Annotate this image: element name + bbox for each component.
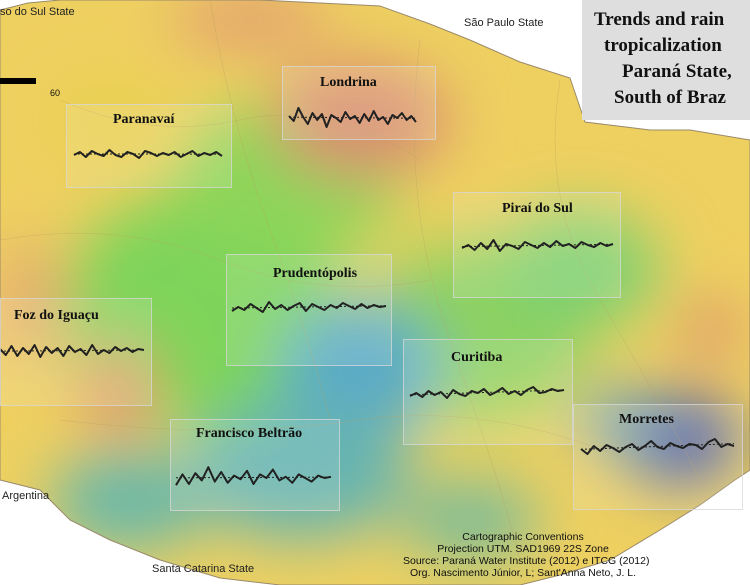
station-name-curitiba: Curitiba [451, 350, 503, 365]
footer-projection: Projection UTM. SAD1969 22S Zone [437, 543, 609, 555]
label-sao-paulo: São Paulo State [464, 17, 544, 29]
station-panel-foz-do-iguacu [0, 298, 152, 406]
station-panel-morretes [573, 404, 743, 510]
trend-chart-foz-do-iguacu [0, 344, 145, 358]
trend-chart-pirai-do-sul [461, 239, 614, 252]
station-name-francisco-beltrao: Francisco Beltrão [196, 426, 303, 441]
rainfall-series-line [0, 344, 145, 358]
label-mato-grosso-do-sul: so do Sul State [0, 6, 75, 18]
station-panel-pirai-do-sul [453, 192, 621, 298]
station-panel-paranavai [66, 104, 232, 188]
scale-bar [0, 78, 36, 84]
trend-chart-prudentopolis [231, 301, 387, 313]
rainfall-series-line [580, 438, 735, 455]
station-name-prudentopolis: Prudentópolis [273, 266, 358, 281]
label-argentina: Argentina [2, 490, 50, 502]
trend-chart-londrina [288, 107, 417, 128]
scale-label: 60 [50, 88, 61, 98]
title-line-3: Paraná State, [622, 61, 732, 82]
station-name-foz-do-iguacu: Foz do Iguaçu [14, 308, 99, 323]
station-name-morretes: Morretes [619, 412, 674, 427]
station-name-pirai-do-sul: Piraí do Sul [502, 201, 573, 216]
station-panel-prudentopolis [226, 254, 392, 366]
rainfall-series-line [175, 466, 332, 486]
rainfall-series-line [73, 149, 223, 159]
footer-source: Source: Paraná Water Institute (2012) e … [403, 555, 650, 567]
rainfall-series-line [409, 386, 565, 399]
title-box: Trends and rain tropicalization Paraná S… [582, 0, 750, 120]
title-line-4: South of Braz [614, 87, 726, 108]
trend-chart-francisco-beltrao [175, 466, 332, 486]
station-panel-londrina [282, 66, 436, 140]
label-santa-catarina: Santa Catarina State [152, 563, 255, 575]
station-panel-francisco-beltrao [170, 419, 340, 511]
footer-heading: Cartographic Conventions [462, 531, 584, 543]
title-line-2: tropicalization [604, 35, 722, 56]
station-name-londrina: Londrina [320, 75, 377, 90]
trend-chart-morretes [580, 438, 735, 455]
trend-chart-curitiba [409, 386, 565, 399]
rainfall-series-line [231, 301, 387, 313]
station-panel-curitiba [403, 339, 573, 445]
station-name-paranavai: Paranavaí [113, 112, 175, 127]
footer-organizer: Org. Nascimento Júnior, L; Sant'Anna Net… [409, 567, 637, 579]
rainfall-series-line [288, 107, 417, 128]
title-line-1: Trends and rain [594, 9, 725, 30]
rainfall-series-line [461, 239, 614, 252]
trend-chart-paranavai [73, 149, 223, 159]
